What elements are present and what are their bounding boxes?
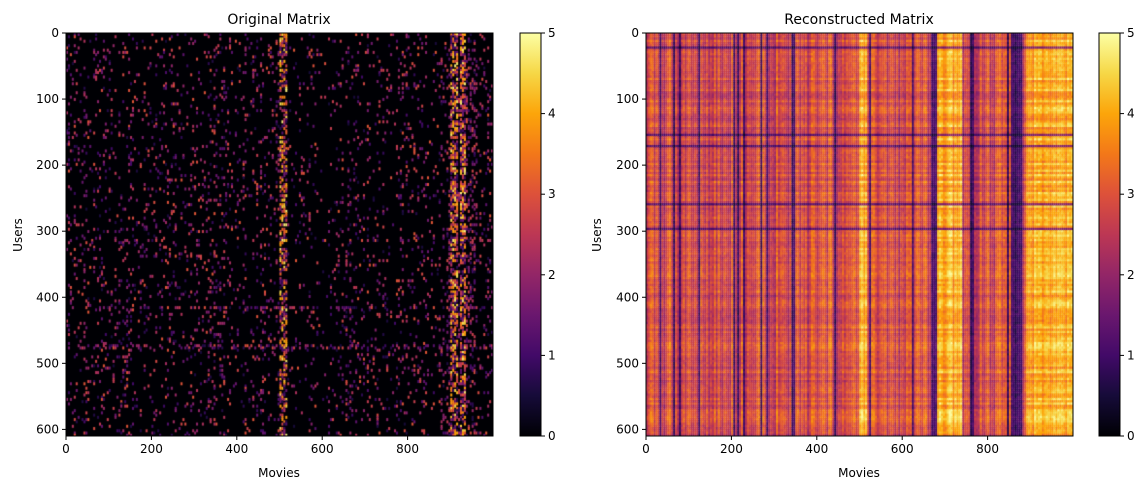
colorbar-tick-label: 4 xyxy=(1127,107,1135,121)
colorbar xyxy=(519,32,542,437)
y-tick-label: 200 xyxy=(616,158,639,172)
reconstructed-axes: 0 200 400 600 800 0 100 200 300 400 500 600 xyxy=(616,26,999,456)
plot-frame xyxy=(65,32,494,437)
y-tick-label: 300 xyxy=(616,224,639,238)
y-tick-label: 0 xyxy=(51,26,59,40)
y-tick-label: 600 xyxy=(616,422,639,436)
y-tick-label: 100 xyxy=(36,92,59,106)
colorbar-tick-label: 1 xyxy=(548,348,556,362)
x-tick-label: 200 xyxy=(720,442,743,456)
colorbar-ticks: 0 1 2 3 4 5 xyxy=(1120,26,1135,443)
colorbar-tick-label: 0 xyxy=(1127,429,1135,443)
plot-frame xyxy=(645,32,1074,437)
y-tick-label: 0 xyxy=(631,26,639,40)
chart-title: Reconstructed Matrix xyxy=(784,12,933,28)
heatmap-image xyxy=(646,33,1073,436)
original-matrix-panel: Original Matrix 0 200 400 600 800 0 100 200 300 4… xyxy=(11,12,556,480)
reconstructed-heatmap xyxy=(646,33,1073,436)
colorbar-tick-label: 5 xyxy=(548,26,556,40)
y-tick-label: 400 xyxy=(36,290,59,304)
y-tick-label: 500 xyxy=(36,356,59,370)
colorbar-tick-label: 2 xyxy=(1127,268,1135,282)
x-axis-label: Movies xyxy=(258,466,300,480)
x-tick-label: 0 xyxy=(62,442,70,456)
colorbar-tick-label: 4 xyxy=(548,107,556,121)
y-tick-label: 400 xyxy=(616,290,639,304)
colorbar-tick-label: 3 xyxy=(1127,187,1135,201)
x-tick-label: 600 xyxy=(891,442,914,456)
chart-title: Original Matrix xyxy=(227,12,330,28)
x-tick-label: 400 xyxy=(805,442,828,456)
x-axis-label: Movies xyxy=(838,466,880,480)
colorbar-tick-label: 1 xyxy=(1127,348,1135,362)
x-tick-label: 200 xyxy=(140,442,163,456)
y-tick-label: 300 xyxy=(36,224,59,238)
reconstructed-matrix-panel: Reconstructed Matrix 0 200 400 600 800010020… xyxy=(590,12,1135,480)
colorbar-tick-label: 5 xyxy=(1127,26,1135,40)
colorbar-tick-label: 3 xyxy=(548,187,556,201)
colorbar xyxy=(1098,32,1121,437)
colorbar-tick-label: 0 xyxy=(548,429,556,443)
colorbar-ticks: 0 1 2 3 4 5 xyxy=(541,26,556,443)
y-axis-label: Users xyxy=(11,218,25,252)
x-tick-label: 600 xyxy=(311,442,334,456)
x-tick-label: 400 xyxy=(225,442,248,456)
y-tick-label: 100 xyxy=(616,92,639,106)
x-tick-label: 800 xyxy=(976,442,999,456)
x-tick-label: 800 xyxy=(396,442,419,456)
y-tick-label: 500 xyxy=(616,356,639,370)
x-tick-label: 0 xyxy=(642,442,650,456)
colorbar-tick-label: 2 xyxy=(548,268,556,282)
heatmap-image xyxy=(66,33,493,436)
y-tick-label: 200 xyxy=(36,158,59,172)
original-axes: 0 200 400 600 800 0 100 200 300 400 500 600 xyxy=(36,26,419,456)
y-axis-label: Users xyxy=(590,218,604,252)
original-heatmap xyxy=(66,33,493,436)
y-tick-label: 600 xyxy=(36,422,59,436)
